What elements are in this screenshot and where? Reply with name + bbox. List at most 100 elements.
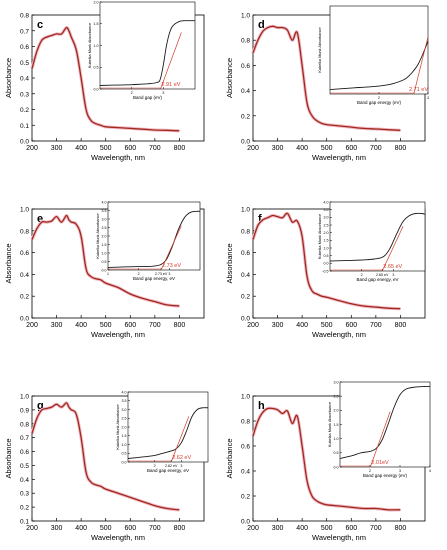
- band-gap-annotation: 2.01eV: [371, 460, 389, 466]
- y-tick-label: 0.4: [241, 469, 250, 476]
- inset-y-tick-label: 2.5: [102, 226, 107, 230]
- y-tick-label: 1.0: [241, 394, 250, 401]
- x-tick-label: 400: [296, 322, 308, 329]
- panel-e: 200 300 400 500 600 700 800 0.0 0.2 0.4 0.6 0.8 1.0 W…: [4, 200, 205, 339]
- inset-x-tick-label: 3: [427, 96, 429, 100]
- tangent-line: [413, 36, 429, 95]
- band-gap-annotation: 2.71 eV: [409, 87, 428, 93]
- y-axis-title: Absorbance: [4, 58, 13, 98]
- y-tick-label: 0.2: [20, 294, 29, 301]
- inset-y-tick-label: 3.0: [324, 216, 329, 220]
- y-tick-label: 1.0: [20, 394, 29, 401]
- x-tick-label: 200: [247, 525, 259, 532]
- panel-g: 200 300 400 500 600 700 800 0.1 0.2 0.3 0.4 0.5 0.6 0…: [4, 390, 209, 542]
- x-tick-label: 800: [174, 145, 186, 152]
- inset-y-tick-label: 4.0: [122, 390, 127, 394]
- y-tick-label: 0.0: [241, 139, 250, 146]
- x-tick-label: 300: [272, 322, 284, 329]
- y-tick-label: 0.3: [20, 91, 29, 98]
- y-tick-label: 0.7: [20, 28, 29, 35]
- x-tick-label: 300: [51, 145, 63, 152]
- panel-d: 200 300 400 500 600 700 800 0.0 0.2 0.4 0.6 0.8 1.0 W…: [225, 5, 429, 162]
- x-axis-title: Wavelength, nm: [312, 330, 366, 339]
- y-tick-label: 0.1: [20, 123, 29, 130]
- x-tick-label: 600: [124, 525, 136, 532]
- y-tick-label: 0.6: [20, 250, 29, 257]
- inset-y-tick-label: 3.5: [122, 399, 127, 403]
- inset-f: 2 2.65 eV 3-0.50.00.51.01.52.02.53.03.54.0…: [318, 200, 426, 282]
- band-gap-annotation: 2.62 eV: [172, 455, 191, 461]
- x-tick-label: 200: [26, 525, 38, 532]
- y-tick-label: 0.4: [241, 88, 250, 95]
- inset-y-tick-label: 3.5: [324, 208, 329, 212]
- inset-x-axis-title: Band gap (eV): [133, 95, 163, 100]
- inset-y-tick-label: 1.0: [122, 443, 127, 447]
- inset-x-tick-label: 2: [361, 273, 363, 277]
- x-tick-label: 800: [395, 322, 407, 329]
- series-line: [252, 407, 401, 511]
- x-tick-label: 700: [370, 525, 382, 532]
- inset-x-tick-label: 2: [131, 91, 133, 95]
- series-line: [31, 214, 180, 307]
- y-tick-label: 0.5: [20, 60, 29, 67]
- inset-y-axis-title: Kubelka Munk Absorbance: [88, 23, 92, 68]
- inset-frame: [329, 201, 426, 272]
- y-tick-label: 0.2: [241, 294, 250, 301]
- y-tick-label: 0.2: [241, 494, 250, 501]
- y-tick-label: 0.6: [241, 250, 250, 257]
- inset-y-tick-label: 0.0: [102, 268, 107, 272]
- x-tick-label: 700: [370, 322, 382, 329]
- inset-y-tick-label: -0.5: [322, 269, 328, 273]
- tangent-line: [369, 411, 391, 468]
- y-tick-label: 1.0: [241, 13, 250, 20]
- inset-y-tick-label: 2.5: [334, 394, 339, 398]
- inset-y-tick-label: 0.0: [94, 87, 99, 91]
- y-tick-label: 0.1: [20, 519, 29, 526]
- x-tick-label: 500: [100, 145, 112, 152]
- inset-x-tick-label: 3: [392, 273, 394, 277]
- inset-y-tick-label: 0.0: [324, 262, 329, 266]
- inset-y-tick-label: 1.5: [94, 22, 99, 26]
- band-gap-annotation: 2.73 eV: [162, 263, 181, 269]
- inset-y-tick-label: 0.5: [334, 451, 339, 455]
- y-tick-label: 0.4: [20, 76, 29, 83]
- inset-series-line: [339, 386, 431, 459]
- inset-series-line: [107, 210, 201, 268]
- inset-y-tick-label: 2.0: [334, 409, 339, 413]
- panel-c: 200 300 400 500 600 700 800 0.0 0.1 0.2 0.3 0.4 0.5 0…: [4, 0, 205, 162]
- inset-x-axis-title: Band gap energy, eV: [357, 277, 399, 282]
- inset-y-tick-label: 3.0: [334, 380, 339, 384]
- y-tick-label: 0.2: [20, 505, 29, 512]
- y-tick-label: 0.6: [20, 449, 29, 456]
- y-tick-label: 1.0: [20, 207, 29, 214]
- x-tick-label: 500: [321, 322, 333, 329]
- inset-y-tick-label: 0.5: [324, 254, 329, 258]
- inset-y-tick-label: 1.5: [102, 243, 107, 247]
- y-tick-label: 0.8: [241, 419, 250, 426]
- x-tick-label: 700: [149, 145, 161, 152]
- x-tick-label: 400: [75, 525, 87, 532]
- inset-series-line: [127, 407, 209, 459]
- inset-y-tick-label: 1.5: [334, 423, 339, 427]
- inset-x-axis-title: Band gap energy, eV: [147, 468, 189, 473]
- x-tick-label: 400: [296, 525, 308, 532]
- series-line: [252, 212, 401, 310]
- y-tick-label: 0.4: [20, 272, 29, 279]
- inset-y-tick-label: 0.0: [334, 465, 339, 469]
- y-tick-label: 0.8: [20, 13, 29, 20]
- inset-series-line: [99, 20, 196, 86]
- panel-letter: c: [37, 19, 43, 31]
- y-tick-label: 0.8: [20, 421, 29, 428]
- inset-y-tick-label: 3.5: [102, 209, 107, 213]
- inset-y-tick-label: 1.0: [94, 44, 99, 48]
- x-tick-label: 500: [100, 525, 112, 532]
- inset-h: 2 3 4 0.0 0.5 1.0 1.5 2.0 2.5 3.0 Band gap energy …: [328, 380, 431, 478]
- inset-x-tick-label: 2: [369, 469, 371, 473]
- tangent-line: [170, 416, 190, 463]
- inset-x-tick-label: 1: [107, 272, 109, 276]
- inset-frame: [107, 201, 201, 271]
- x-tick-label: 600: [124, 322, 136, 329]
- y-tick-label: 0.6: [241, 444, 250, 451]
- inset-series-line: [329, 212, 426, 262]
- panel-letter: d: [258, 19, 265, 31]
